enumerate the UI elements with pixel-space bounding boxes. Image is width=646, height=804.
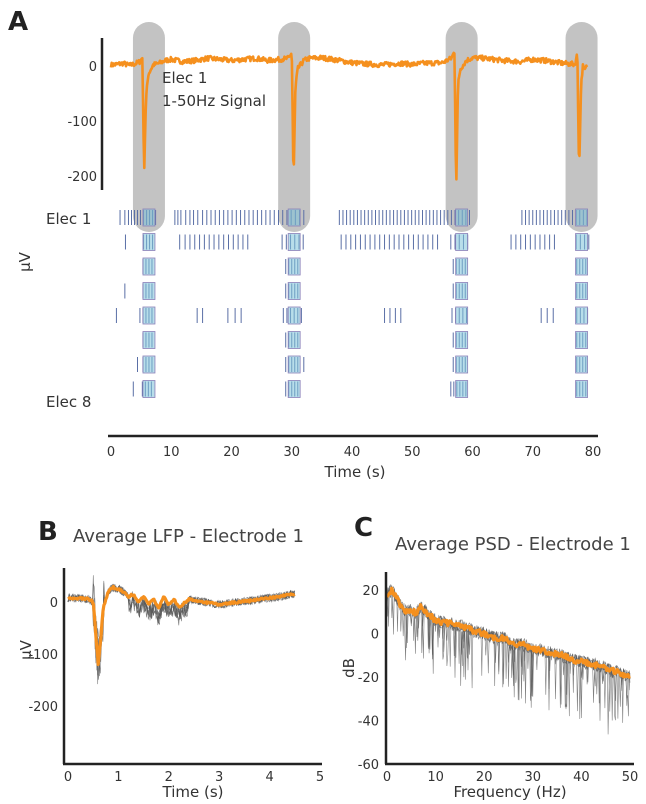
y-tick-label-b-3: -200 — [28, 700, 58, 715]
signal-trace-group — [109, 51, 589, 181]
raster-row-label-first: Elec 1 — [46, 210, 91, 228]
x-tick-label-a-8: 70 — [524, 445, 541, 460]
burst-box-2-1 — [287, 208, 301, 227]
x-tick-label-c-1: 0 — [383, 770, 391, 785]
y-tick-label-a-3: -200 — [67, 170, 97, 185]
x-axis-label-b: Time (s) — [162, 783, 224, 801]
y-tick-label-b-1: 0 — [50, 596, 58, 611]
burst-box-2-5 — [287, 306, 301, 325]
x-tick-label-a-5: 40 — [344, 445, 361, 460]
x-tick-label-a-9: 80 — [585, 445, 602, 460]
burst-box-3-1 — [455, 208, 469, 227]
burst-highlight-3 — [445, 22, 478, 232]
x-tick-label-b-1: 0 — [64, 770, 72, 785]
x-tick-label-c-6: 50 — [622, 770, 639, 785]
burst-highlight-4 — [565, 22, 598, 232]
burst-box-3-3 — [455, 257, 469, 276]
y-tick-label-c-5: -60 — [358, 758, 379, 773]
burst-box-2-4 — [287, 282, 301, 300]
x-tick-label-c-3: 20 — [476, 770, 493, 785]
burst-highlight-1 — [132, 22, 165, 232]
signal-annotation-line2: 1-50Hz Signal — [162, 92, 266, 110]
burst-box-1-1 — [142, 208, 156, 227]
burst-box-1-3 — [142, 257, 156, 276]
burst-box-2-3 — [287, 257, 301, 276]
raster-row-label-last: Elec 8 — [46, 393, 91, 411]
y-tick-label-c-1: 20 — [362, 584, 379, 599]
y-tick-label-b-2: -100 — [28, 648, 58, 663]
burst-box-4-8 — [575, 380, 588, 398]
burst-box-4-3 — [575, 257, 588, 276]
panel-label-a: A — [8, 7, 28, 37]
y-tick-label-c-2: 0 — [371, 628, 379, 643]
y-tick-label-c-3: -20 — [358, 671, 379, 686]
burst-box-4-5 — [575, 306, 588, 325]
burst-box-3-5 — [455, 306, 469, 325]
x-tick-label-a-2: 10 — [163, 445, 180, 460]
chart-title-b: Average LFP - Electrode 1 — [73, 526, 304, 547]
y-tick-label-c-4: -40 — [358, 715, 379, 730]
y-axis-label-c: dB — [340, 658, 358, 678]
burst-box-2-2 — [287, 233, 301, 251]
x-tick-label-b-4: 3 — [215, 770, 223, 785]
burst-boxes — [142, 208, 588, 398]
x-tick-label-b-2: 1 — [114, 770, 122, 785]
x-tick-label-c-5: 40 — [573, 770, 590, 785]
burst-box-4-1 — [575, 208, 588, 227]
burst-box-1-6 — [142, 331, 156, 349]
x-axis-label-a: Time (s) — [324, 463, 386, 481]
burst-box-3-4 — [455, 282, 469, 300]
burst-highlights — [132, 22, 598, 232]
x-tick-label-b-6: 5 — [316, 770, 324, 785]
burst-box-4-2 — [575, 233, 588, 251]
burst-box-3-7 — [455, 355, 469, 374]
burst-box-1-2 — [142, 233, 156, 251]
x-tick-label-c-4: 30 — [525, 770, 542, 785]
axes-c: 20 0 -20 -40 -60 0 10 20 30 40 50 — [358, 572, 639, 785]
panel-a: A 0 -100 -200 0 10 20 30 40 50 60 70 80 Elec 1 1-5… — [8, 7, 601, 481]
y-tick-label-a-2: -100 — [67, 115, 97, 130]
burst-box-4-6 — [575, 331, 588, 349]
burst-box-2-8 — [287, 380, 301, 398]
burst-box-3-2 — [455, 233, 469, 251]
burst-box-1-7 — [142, 355, 156, 374]
panel-label-c: C — [354, 513, 373, 543]
average-trace-b — [67, 584, 296, 667]
axes-b: 0 -100 -200 0 1 2 3 4 5 — [28, 568, 324, 785]
x-tick-label-a-7: 60 — [464, 445, 481, 460]
panel-c: C Average PSD - Electrode 1 20 0 -20 -40 -60… — [340, 513, 638, 801]
y-tick-label-a-1: 0 — [89, 60, 97, 75]
x-tick-label-a-3: 20 — [223, 445, 240, 460]
y-axis-label-a: µV — [16, 251, 34, 272]
chart-title-c: Average PSD - Electrode 1 — [395, 534, 631, 555]
burst-box-1-5 — [142, 306, 156, 325]
x-tick-label-b-3: 2 — [165, 770, 173, 785]
average-trace-b — [67, 584, 296, 667]
x-tick-label-a-4: 30 — [283, 445, 300, 460]
average-trace-c — [385, 586, 631, 679]
panel-label-b: B — [38, 517, 58, 547]
x-axis-a: 0 10 20 30 40 50 60 70 80 — [107, 434, 602, 460]
x-axis-label-c: Frequency (Hz) — [453, 783, 566, 801]
y-axis-a: 0 -100 -200 — [67, 38, 104, 190]
burst-box-4-7 — [575, 355, 588, 374]
spike-raster — [115, 210, 590, 397]
average-trace-c — [385, 586, 631, 679]
burst-box-2-6 — [287, 331, 301, 349]
x-tick-label-a-6: 50 — [404, 445, 421, 460]
burst-box-1-8 — [142, 380, 156, 398]
panel-b: B Average LFP - Electrode 1 0 -100 -200 0 1 2… — [17, 517, 324, 801]
burst-box-2-7 — [287, 355, 301, 374]
burst-box-3-6 — [455, 331, 469, 349]
y-axis-label-b: µV — [17, 639, 35, 660]
x-tick-label-a-1: 0 — [107, 445, 115, 460]
signal-trace — [109, 51, 589, 181]
x-tick-label-b-5: 4 — [265, 770, 273, 785]
signal-annotation-line1: Elec 1 — [162, 69, 207, 87]
burst-box-3-8 — [455, 380, 469, 398]
burst-box-4-4 — [575, 282, 588, 300]
x-tick-label-c-2: 10 — [427, 770, 444, 785]
burst-box-1-4 — [142, 282, 156, 300]
